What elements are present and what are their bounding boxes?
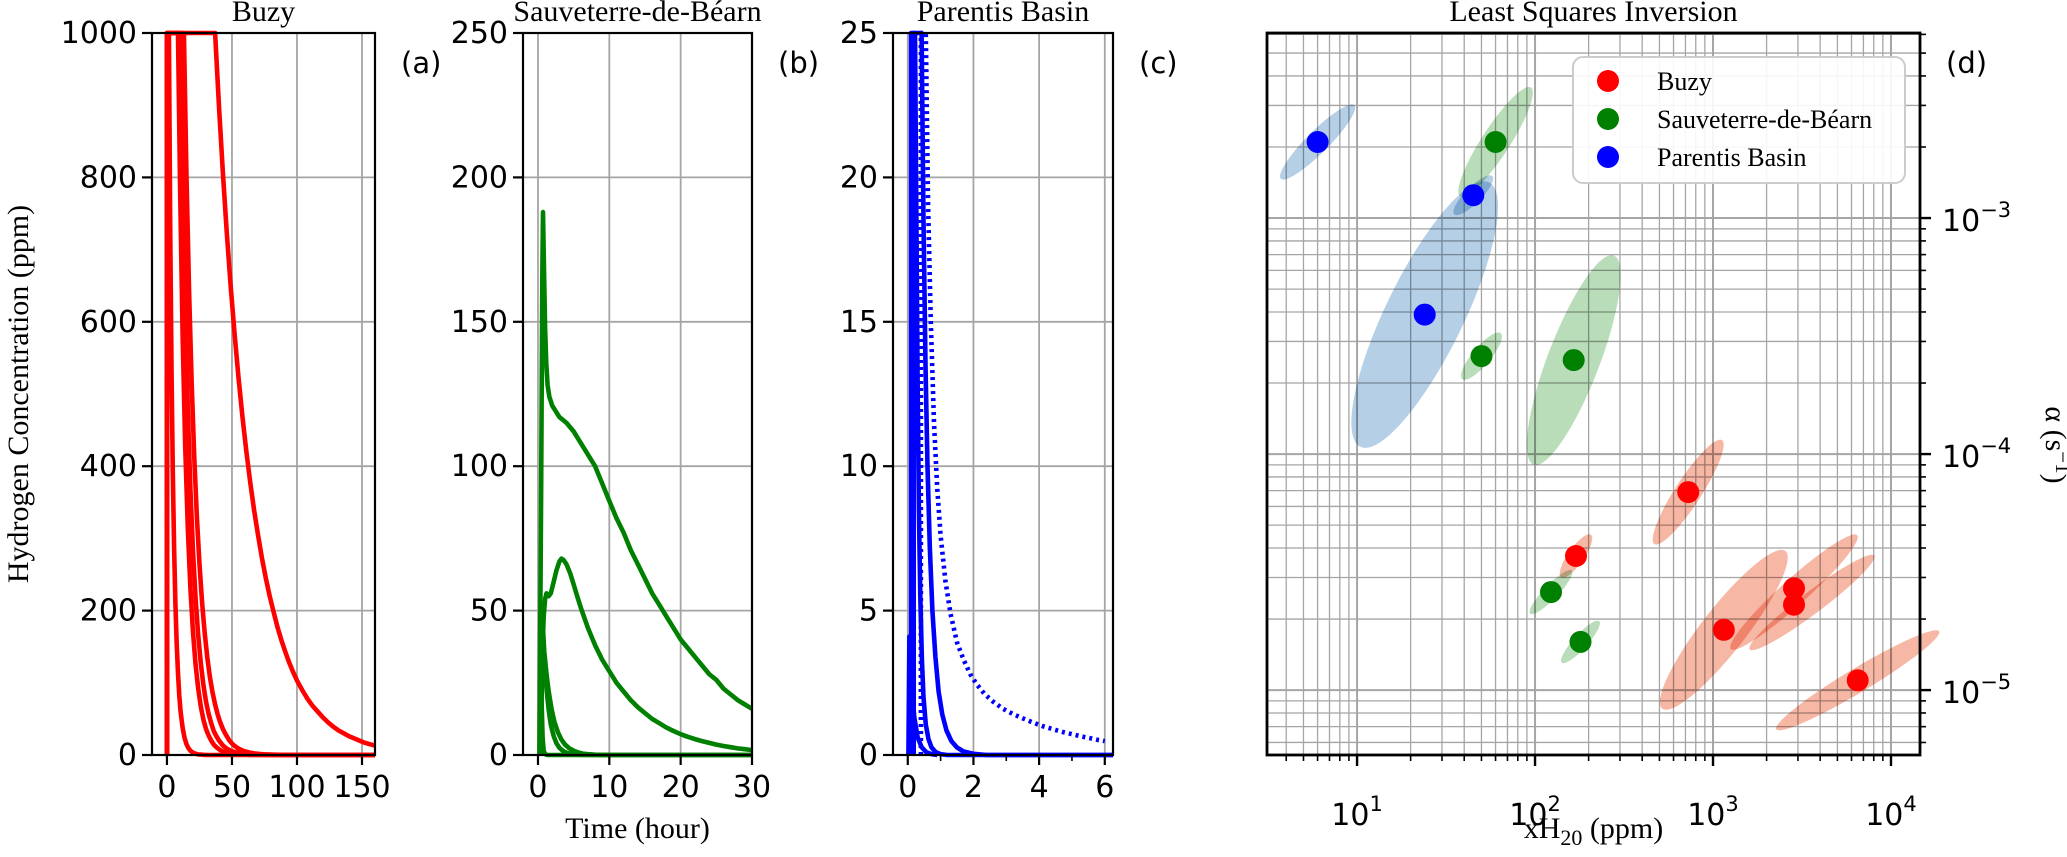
x-tick-label: 50 [213,770,251,805]
x-tick-label: 104 [1865,792,1917,833]
x-tick-label: 103 [1687,792,1739,833]
scatter-point [1846,669,1869,692]
legend-swatch-1 [1597,70,1619,92]
legend: Buzy Sauveterre-de-Béarn Parentis Basin [1572,56,1906,184]
x-tick-label: 4 [1030,770,1049,805]
scatter-point [1569,630,1592,653]
legend-label: Parentis Basin [1657,143,1807,172]
x-tick-label: 2 [964,770,983,805]
scatter-point [1712,618,1735,641]
y-tick-label: 20 [840,160,878,195]
panel-corner-label: (b) [778,46,819,80]
y-tick-label: 5 [859,594,878,629]
panel-corner-label: (c) [1139,46,1178,80]
x-tick-label: 10 [590,770,628,805]
scatter-point [1783,577,1805,600]
ticks: 0 10 20 30 0 50 100 150 200 250 [451,16,771,805]
axes-frame [521,31,754,757]
x-tick-label: 30 [733,770,771,805]
axes-frame [891,31,1115,757]
panel-corner-label: (a) [401,46,441,80]
scatter-point [1677,481,1700,504]
panel-a: 0 50 100 150 0 200 400 600 800 1000 Buzy (a) Hydroge… [2,0,441,805]
y-tick-label: 0 [859,738,878,773]
curve-c-experiment-3 [918,30,1106,755]
panel-c: 0 2 4 6 0 5 10 15 20 25 Parentis Basin (c) [840,0,1178,805]
panel-b: 0 10 20 30 0 50 100 150 200 250Sauveterre-de-Béar… [451,0,819,845]
x-tick-label: 0 [898,770,917,805]
y-tick-label: 200 [451,160,508,195]
curve-c-experiment-2 [911,30,1113,758]
x-axis-label: Time (hour) [565,812,710,845]
legend-swatch-2 [1597,108,1619,130]
y-tick-label: 250 [451,16,508,51]
x-axis-label: xH20 (ppm) [1524,812,1664,850]
scatter-point [1462,184,1485,207]
y-tick-label: 10 [840,449,878,484]
y-tick-label: 0 [489,738,508,773]
y-tick-label: 600 [80,305,137,340]
ticks: 0 50 100 150 0 200 400 600 800 1000 [61,16,391,805]
x-tick-label: 150 [333,770,390,805]
x-tick-label: 102 [1509,792,1561,833]
legend-label: Sauveterre-de-Béarn [1657,105,1872,134]
confidence-ellipse [1749,554,1875,651]
x-tick-label: 0 [157,770,176,805]
scatter-point [1783,593,1805,616]
panel-corner-label: (d) [1946,46,1987,80]
legend-box [1572,56,1906,184]
curve-b-experiment-1 [537,209,754,756]
panel-title: Buzy [232,0,295,28]
y-tick-label: 200 [80,594,137,629]
scatter-points [1306,131,1869,692]
curve-b-experiment-2 [537,556,753,756]
y-tick-label: 1000 [61,16,137,51]
y-axis-label: α (s−1) [2039,406,2067,483]
y-tick-label: 400 [80,449,137,484]
curve-c-experiment-4 [906,634,938,758]
y-tick-label: 15 [840,305,878,340]
legend-label: Buzy [1657,67,1712,96]
scatter-point [1306,131,1329,153]
y-tick-label: 800 [80,160,137,195]
y-tick-label: 150 [451,305,508,340]
axes-frame [1265,31,1922,757]
x-tick-label: 20 [662,770,700,805]
y-tick-label: 10−3 [1942,198,2011,239]
scatter-point [1565,545,1587,567]
axes-frame [150,31,377,757]
scatter-point [1470,345,1493,368]
y-tick-label: 10−5 [1942,670,2011,711]
y-tick-label: 0 [118,738,137,773]
curve-a-experiment-1 [164,30,376,755]
y-tick-label: 10−4 [1942,434,2011,475]
panel-title: Sauveterre-de-Béarn [513,0,761,28]
y-tick-label: 100 [451,449,508,484]
scatter-point [1562,349,1585,372]
y-axis-label: Hydrogen Concentration (ppm) [2,205,35,583]
scatter-point [1413,303,1436,326]
ticks: 101 102 103 104 10−3 10−4 10−5 [1285,33,2011,833]
y-tick-label: 25 [840,16,878,51]
x-tick-label: 0 [528,770,547,805]
legend-swatch-3 [1597,146,1619,168]
scatter-point [1484,131,1507,153]
panel-title: Least Squares Inversion [1449,0,1737,28]
x-tick-label: 6 [1095,770,1114,805]
y-tick-label: 50 [470,594,508,629]
x-tick-label: 101 [1331,792,1383,833]
x-tick-label: 100 [268,770,325,805]
panel-title: Parentis Basin [917,0,1090,28]
ticks: 0 2 4 6 0 5 10 15 20 25 [840,16,1115,805]
scatter-point [1540,581,1562,604]
panel-d: 101 102 103 104 10−3 10−4 10−5 Least Squares In… [1265,0,2067,850]
